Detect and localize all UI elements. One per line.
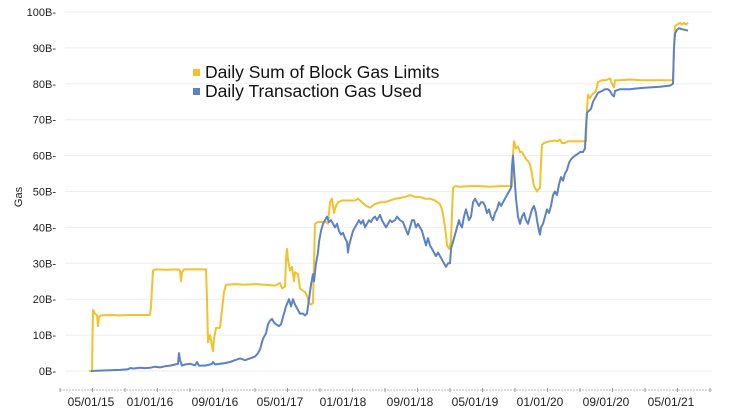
gridlines <box>65 11 712 372</box>
y-tick-label: 90B- <box>33 43 57 55</box>
y-tick-label: 100B- <box>27 7 57 19</box>
x-tick-label: 01/01/20 <box>517 395 564 409</box>
x-tick-label: 09/01/20 <box>583 395 630 409</box>
legend-label: Daily Transaction Gas Used <box>205 81 422 101</box>
x-tick-label: 01/01/18 <box>320 395 367 409</box>
x-tick-label: 09/01/16 <box>192 395 239 409</box>
y-tick-label: 80B- <box>33 79 57 91</box>
legend-swatch-blue-icon <box>193 88 200 95</box>
x-tick-label: 05/01/15 <box>68 395 115 409</box>
x-tick-label: 05/01/21 <box>648 395 695 409</box>
y-tick-label: 10B- <box>33 330 57 342</box>
series-lines <box>89 21 689 372</box>
y-tick-label: 30B- <box>33 258 57 270</box>
legend-item-gas-used: Daily Transaction Gas Used <box>193 82 439 101</box>
y-tick-label: 60B- <box>33 151 57 163</box>
legend-item-gas-limits: Daily Sum of Block Gas Limits <box>193 63 439 82</box>
y-tick-label: 20B- <box>33 294 57 306</box>
y-tick-label: 70B- <box>33 115 57 127</box>
y-tick-label: 0B- <box>39 366 56 378</box>
x-tick-label: 01/01/16 <box>127 395 174 409</box>
x-tick-label: 05/01/19 <box>452 395 499 409</box>
y-axis: 0B- 10B- 20B- 30B- 40B- 50B- 60B- 70B- 80B- 90B- 1… <box>27 7 57 378</box>
legend-swatch-yellow-icon <box>193 69 200 76</box>
x-axis: 05/01/15 01/01/16 09/01/16 05/01/17 01/01/18… <box>59 388 712 409</box>
x-tick-label: 09/01/18 <box>387 395 434 409</box>
y-tick-label: 40B- <box>33 222 57 234</box>
x-tick-label: 05/01/17 <box>257 395 304 409</box>
y-tick-label: 50B- <box>33 187 57 199</box>
legend-label: Daily Sum of Block Gas Limits <box>205 62 440 82</box>
series-gas-used-line <box>90 27 689 372</box>
y-axis-label: Gas <box>13 186 25 207</box>
legend: Daily Sum of Block Gas Limits Daily Tran… <box>193 63 439 101</box>
